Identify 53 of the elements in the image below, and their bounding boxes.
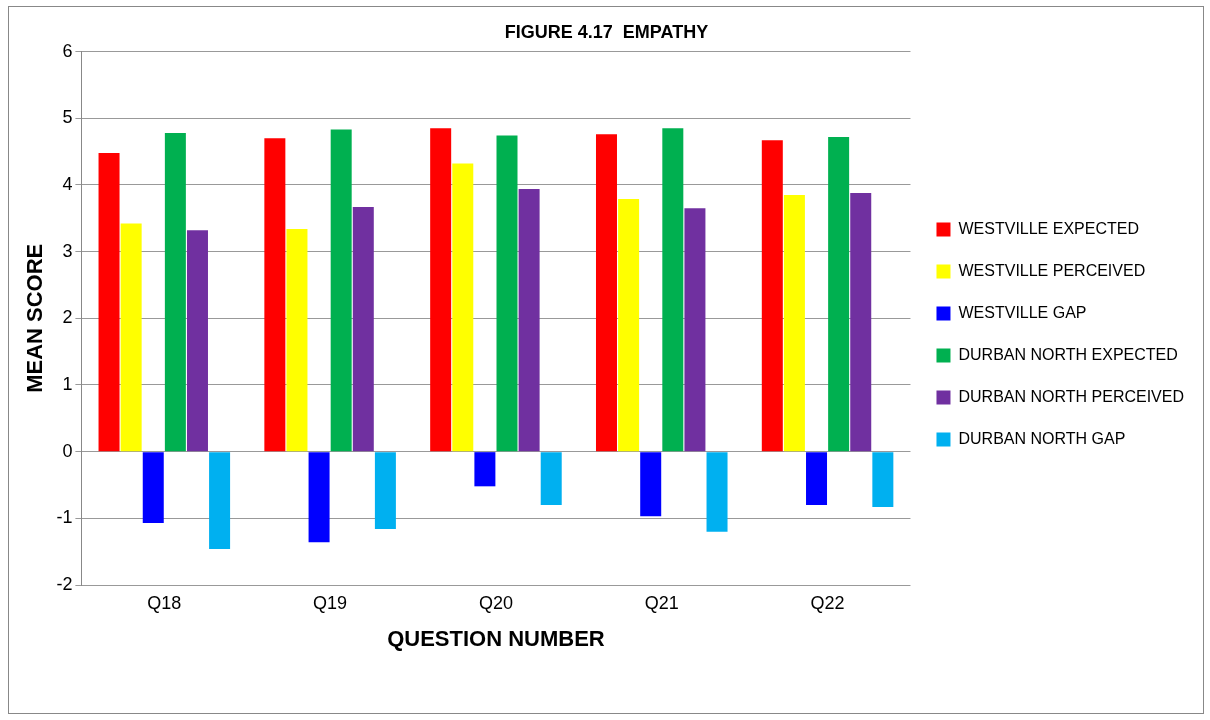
x-tick-label: Q21	[644, 592, 679, 613]
bar	[264, 138, 286, 452]
y-tick-label: 2	[62, 307, 73, 328]
bar	[142, 452, 164, 523]
legend-label: DURBAN NORTH PERCEIVED	[958, 387, 1184, 405]
bar	[308, 452, 330, 543]
legend-label: WESTVILLE EXPECTED	[958, 219, 1139, 237]
bar	[761, 140, 783, 452]
bar	[540, 452, 562, 505]
bar	[452, 163, 474, 452]
bar	[186, 230, 208, 452]
legend-label: DURBAN NORTH EXPECTED	[958, 345, 1178, 363]
x-tick-label: Q22	[810, 592, 845, 613]
legend-label: DURBAN NORTH GAP	[958, 429, 1126, 447]
x-tick-label: Q20	[478, 592, 513, 613]
bar	[640, 452, 662, 517]
bar	[518, 188, 540, 452]
y-tick-label: 4	[62, 173, 73, 194]
bar	[374, 452, 396, 529]
bar	[496, 135, 518, 452]
legend-label: WESTVILLE PERCEIVED	[958, 261, 1146, 279]
y-tick-label: 6	[62, 40, 73, 61]
bar	[706, 452, 728, 532]
bar	[120, 223, 142, 452]
bar	[286, 228, 308, 452]
bar	[806, 452, 828, 505]
x-tick-label: Q18	[147, 592, 182, 613]
chart-title: FIGURE 4.17 EMPATHY	[504, 21, 709, 42]
x-tick-label: Q19	[313, 592, 348, 613]
bar	[872, 452, 894, 507]
bar	[209, 452, 231, 549]
bar	[783, 194, 805, 452]
y-axis-title: MEAN SCORE	[22, 243, 48, 393]
y-tick-label: 1	[62, 373, 73, 394]
bar	[474, 452, 496, 487]
y-tick-label: 0	[62, 440, 73, 461]
bar	[828, 136, 850, 452]
legend-label: WESTVILLE GAP	[958, 303, 1087, 321]
y-tick-label: -1	[56, 507, 73, 528]
bar	[430, 128, 452, 452]
x-axis-title: QUESTION NUMBER	[387, 625, 605, 651]
y-tick-label: -2	[56, 573, 73, 594]
bar	[595, 134, 617, 452]
bar	[164, 132, 186, 452]
y-tick-label: 3	[62, 240, 73, 261]
bar	[684, 208, 706, 452]
bar	[618, 198, 640, 452]
bar	[330, 129, 352, 452]
y-tick-label: 5	[62, 107, 73, 128]
bar	[662, 128, 684, 452]
bar	[98, 152, 120, 452]
bar	[352, 206, 374, 452]
bar	[850, 192, 872, 452]
